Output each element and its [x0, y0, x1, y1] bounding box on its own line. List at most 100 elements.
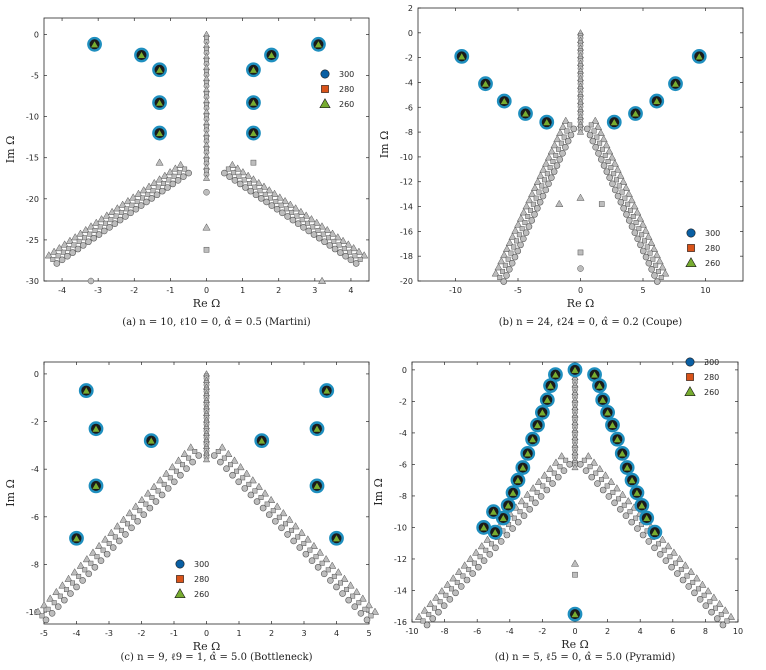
gray-mode-marker [517, 509, 523, 515]
gray-mode-marker [463, 576, 471, 584]
gray-mode-marker [594, 134, 600, 140]
gray-mode-marker [291, 204, 300, 212]
gray-mode-marker [520, 512, 528, 520]
gray-mode-marker [275, 193, 284, 201]
gray-mode-marker [517, 241, 524, 249]
gray-mode-marker [236, 180, 244, 188]
gray-mode-marker [87, 231, 93, 237]
x-tick-label: 5 [640, 286, 645, 295]
gray-mode-marker [286, 200, 295, 208]
gray-mode-marker [356, 600, 362, 606]
y-tick-label: 0 [408, 29, 413, 38]
gray-mode-marker [253, 498, 261, 505]
gray-mode-marker [202, 174, 211, 181]
x-tick-label: 4 [334, 629, 339, 638]
gray-mode-marker [668, 563, 675, 571]
gray-mode-marker [627, 207, 633, 213]
gray-mode-marker [443, 580, 452, 588]
y-axis-label: Im Ω [4, 479, 17, 506]
gray-mode-marker [289, 527, 295, 533]
gray-mode-marker [414, 612, 424, 620]
gray-mode-marker [122, 213, 129, 220]
panel-caption: (c) n = 9, ℓ9 = 1, α̂ = 5.0 (Bottleneck) [120, 652, 312, 663]
gray-mode-marker [429, 615, 437, 622]
x-tick-label: -10 [405, 627, 418, 636]
x-tick-label: 4 [638, 627, 643, 636]
gray-mode-marker [577, 460, 584, 468]
gray-mode-marker [612, 484, 621, 492]
gray-mode-marker [320, 231, 326, 237]
highlighted-mode-marker [546, 381, 555, 390]
gray-mode-marker [241, 485, 249, 492]
gray-mode-marker [166, 177, 172, 183]
gray-mode-marker [457, 583, 465, 590]
y-tick-label: -14 [394, 586, 407, 595]
x-tick-label: 0 [578, 286, 583, 295]
highlighted-mode-marker [314, 40, 323, 48]
gray-mode-marker [236, 462, 245, 471]
gray-mode-marker [634, 235, 641, 243]
gray-mode-marker [203, 188, 210, 196]
gray-mode-marker [76, 573, 82, 579]
gray-mode-marker [494, 263, 503, 271]
highlighted-mode-marker [312, 424, 322, 433]
gray-mode-marker [180, 462, 185, 468]
gray-mode-marker [550, 159, 556, 164]
gray-mode-marker [627, 509, 633, 515]
gray-mode-marker [76, 561, 85, 569]
gray-mode-marker [79, 242, 87, 249]
gray-mode-marker [305, 227, 313, 235]
gray-mode-marker [327, 577, 334, 584]
gray-mode-marker [553, 152, 559, 158]
gray-mode-marker [639, 247, 647, 255]
gray-mode-marker [108, 207, 117, 215]
x-tick-label: 4 [348, 286, 353, 295]
gray-mode-marker [516, 214, 526, 222]
gray-mode-marker [528, 217, 536, 224]
gray-mode-marker [511, 244, 517, 250]
gray-mode-marker [247, 187, 255, 195]
gray-mode-marker [351, 603, 359, 611]
y-tick-label: -10 [400, 153, 413, 162]
y-tick-label: -5 [31, 72, 39, 81]
gray-mode-marker [289, 216, 297, 224]
gray-mode-marker [619, 177, 628, 185]
gray-mode-marker [503, 531, 511, 539]
gray-mode-marker [443, 592, 449, 598]
gray-mode-marker [599, 486, 607, 494]
gray-mode-marker [719, 621, 727, 629]
gray-mode-marker [132, 205, 140, 213]
gray-mode-marker [599, 134, 608, 143]
highlighted-mode-marker [457, 52, 467, 60]
gray-mode-marker [570, 559, 580, 567]
gray-mode-marker [71, 233, 80, 241]
gray-mode-marker [557, 451, 566, 460]
highlighted-mode-marker [322, 386, 332, 395]
gray-mode-marker [265, 511, 273, 518]
gray-mode-marker [155, 184, 161, 190]
gray-mode-marker [597, 140, 603, 146]
gray-mode-marker [588, 473, 596, 481]
x-tick-label: 6 [670, 627, 675, 636]
gray-mode-marker [566, 460, 573, 468]
gray-mode-marker [314, 563, 322, 571]
highlighted-mode-marker [650, 528, 660, 536]
gray-mode-marker [116, 537, 123, 545]
gray-mode-marker [125, 521, 131, 527]
gray-mode-marker [674, 570, 681, 577]
gray-mode-marker [143, 489, 153, 497]
gray-mode-marker [536, 171, 545, 179]
gray-mode-marker [522, 229, 530, 236]
gray-mode-marker [534, 204, 541, 212]
gray-mode-marker [50, 256, 56, 262]
legend: 300 280 260 [174, 559, 209, 599]
gray-mode-marker [310, 224, 316, 230]
gray-mode-marker [572, 571, 578, 578]
gray-mode-marker [607, 153, 617, 161]
x-tick-label: 2 [276, 286, 281, 295]
gray-mode-marker [577, 265, 584, 272]
gray-mode-marker [315, 234, 323, 242]
gray-mode-marker [624, 189, 633, 198]
highlighted-mode-marker [608, 420, 617, 429]
gray-mode-marker [88, 560, 94, 566]
